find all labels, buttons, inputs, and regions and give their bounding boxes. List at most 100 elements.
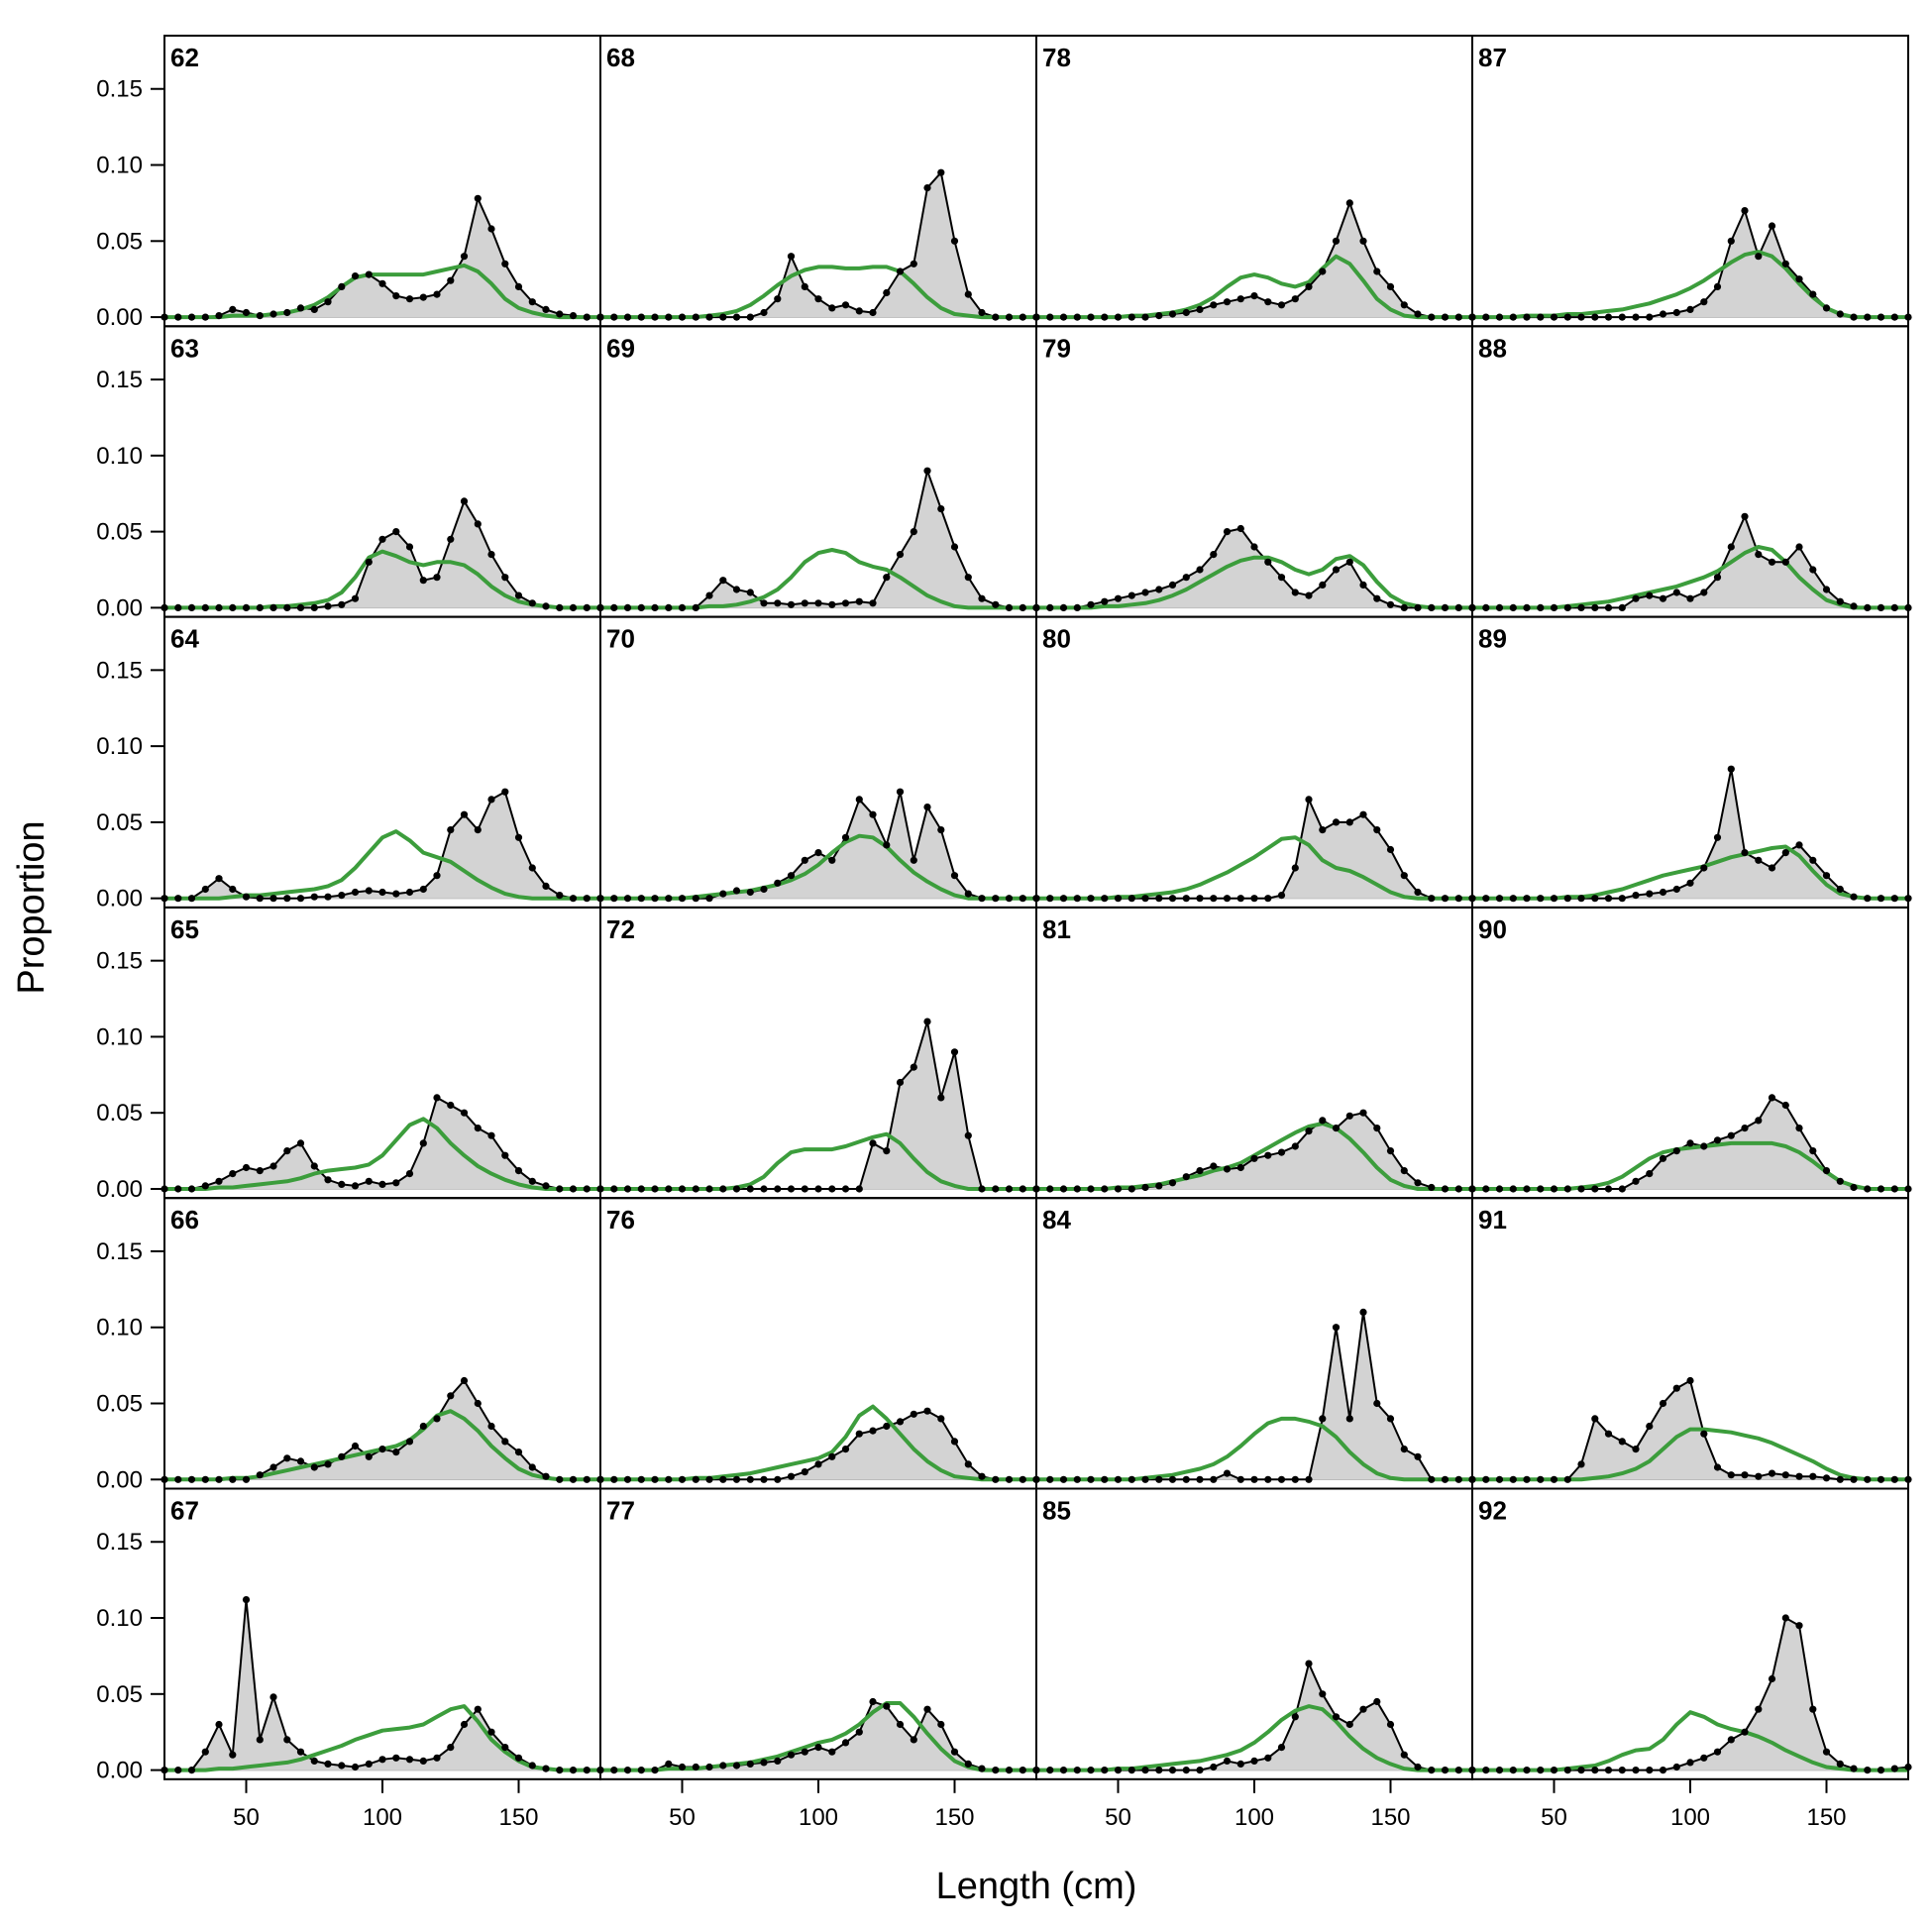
observed-point [801, 1748, 808, 1756]
expected-line [1472, 1140, 1908, 1191]
observed-point [215, 875, 223, 883]
observed-point [1005, 1767, 1014, 1774]
observed-point [1850, 602, 1858, 610]
observed-point [855, 1185, 863, 1193]
observed-point [787, 1751, 796, 1759]
observed-point [1182, 1767, 1190, 1774]
observed-point [1400, 301, 1408, 309]
observed-point [1741, 512, 1749, 520]
observed-point [964, 890, 972, 898]
y-tick-label: 0.00 [96, 1758, 143, 1784]
observed-point [1073, 1767, 1081, 1774]
observed-point [1700, 1430, 1708, 1438]
observed-point [1809, 1705, 1817, 1713]
observed-point [1223, 1469, 1232, 1477]
observed-point [1509, 1475, 1517, 1483]
panel-label: 70 [606, 624, 635, 654]
observed-point [474, 194, 482, 202]
observed-point [1591, 1767, 1599, 1774]
observed-point [1319, 1117, 1327, 1125]
observed-point [1822, 872, 1831, 880]
observed-point [1795, 1472, 1803, 1480]
observed-point [950, 1438, 959, 1446]
observed-point [1359, 1308, 1367, 1316]
observed-point [828, 600, 836, 608]
observed-point [651, 1767, 659, 1774]
observed-point [229, 305, 237, 313]
observed-point [1563, 895, 1571, 903]
y-tick-label: 0.15 [96, 76, 143, 103]
observed-point [433, 290, 441, 298]
observed-line [164, 1599, 600, 1771]
observed-point [1632, 892, 1640, 900]
observed-point [1005, 895, 1014, 903]
y-tick-label: 0.05 [96, 519, 143, 546]
observed-point [1345, 1415, 1353, 1423]
observed-point [583, 1475, 590, 1483]
observed-area [600, 792, 1036, 899]
observed-point [1781, 260, 1789, 268]
observed-point [1250, 292, 1258, 300]
observed-point [1345, 1112, 1353, 1120]
observed-point [1087, 313, 1095, 321]
panel-label: 78 [1042, 43, 1071, 72]
observed-point [174, 313, 182, 321]
observed-point [1141, 1183, 1149, 1192]
observed-area [600, 172, 1036, 318]
panel-label: 80 [1042, 624, 1071, 654]
observed-point [569, 603, 578, 612]
y-tick-label: 0.05 [96, 1100, 143, 1127]
observed-point [201, 313, 209, 321]
y-tick-label: 0.05 [96, 228, 143, 255]
observed-point [964, 1760, 972, 1768]
observed-point [1646, 313, 1654, 321]
observed-point [1155, 586, 1163, 593]
observed-point [392, 1179, 400, 1187]
observed-point [1141, 1767, 1149, 1774]
observed-point [719, 1762, 727, 1770]
observed-point [528, 1177, 536, 1185]
observed-point [1495, 1185, 1504, 1193]
observed-point [774, 879, 782, 887]
observed-point [1005, 313, 1014, 321]
observed-point [1659, 888, 1667, 897]
observed-point [950, 1048, 959, 1056]
observed-point [1822, 1748, 1831, 1756]
observed-point [923, 804, 931, 811]
observed-point [1482, 1475, 1490, 1483]
expected-line [1472, 1710, 1908, 1772]
y-axis-title: Proportion [11, 820, 53, 994]
y-tick-label: 0.10 [96, 153, 143, 179]
observed-point [1890, 1765, 1898, 1772]
panel-78: 78 [1032, 35, 1476, 328]
observed-point [814, 1744, 822, 1752]
observed-point [692, 895, 699, 903]
observed-point [651, 895, 659, 903]
observed-point [324, 1460, 332, 1468]
observed-point [910, 1063, 917, 1071]
observed-point [283, 1454, 291, 1462]
observed-point [1727, 1736, 1735, 1744]
x-tick-label: 50 [669, 1804, 696, 1831]
observed-point [1168, 1767, 1177, 1774]
observed-point [1087, 895, 1095, 903]
panel-label: 91 [1478, 1205, 1507, 1234]
observed-point [419, 293, 427, 301]
observed-point [1741, 849, 1749, 857]
observed-point [787, 600, 796, 608]
observed-point [1877, 1767, 1885, 1774]
x-tick-label: 100 [363, 1804, 402, 1831]
observed-point [801, 856, 808, 864]
observed-point [1768, 1674, 1776, 1683]
panel-64: 64 [161, 615, 604, 909]
observed-point [1073, 603, 1081, 612]
expected-line [600, 548, 1036, 610]
observed-point [296, 1457, 305, 1465]
observed-point [978, 1765, 986, 1772]
observed-point [992, 1185, 1000, 1193]
observed-point [365, 270, 373, 278]
observed-point [1850, 1475, 1858, 1483]
observed-point [378, 535, 386, 543]
expected-line [164, 1704, 600, 1772]
